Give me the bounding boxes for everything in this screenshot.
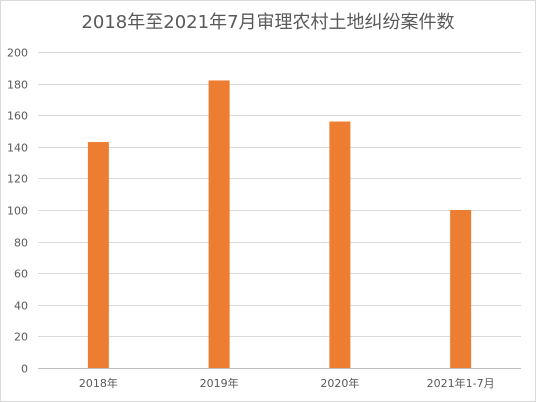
y-axis-tick-labels: 0 20 40 60 80 100 120 140 160 180 200 <box>7 47 28 376</box>
x-tick-label: 2018年 <box>79 376 118 390</box>
bar <box>87 142 109 368</box>
bar <box>208 80 230 368</box>
y-tick-label: 80 <box>14 237 28 250</box>
y-tick-label: 0 <box>21 363 28 376</box>
y-tick-label: 200 <box>7 47 28 60</box>
y-tick-label: 140 <box>7 142 28 155</box>
bars <box>87 80 472 369</box>
y-tick-label: 180 <box>7 79 28 92</box>
y-tick-label: 40 <box>14 300 28 313</box>
x-tick-label: 2020年 <box>320 376 359 390</box>
y-tick-label: 60 <box>14 268 28 281</box>
x-tick-label: 2021年1-7月 <box>427 376 495 390</box>
x-tick-label: 2019年 <box>200 376 239 390</box>
y-tick-label: 20 <box>14 331 28 344</box>
y-tick-label: 120 <box>7 173 28 186</box>
grid-lines <box>38 52 521 369</box>
bar <box>329 121 351 369</box>
y-tick-label: 100 <box>7 205 28 218</box>
chart-title: 2018年至2021年7月审理农村土地纠纷案件数 <box>81 12 454 33</box>
bar <box>450 210 472 368</box>
y-tick-label: 160 <box>7 110 28 123</box>
x-axis-tick-labels: 2018年 2019年 2020年 2021年1-7月 <box>79 376 495 390</box>
